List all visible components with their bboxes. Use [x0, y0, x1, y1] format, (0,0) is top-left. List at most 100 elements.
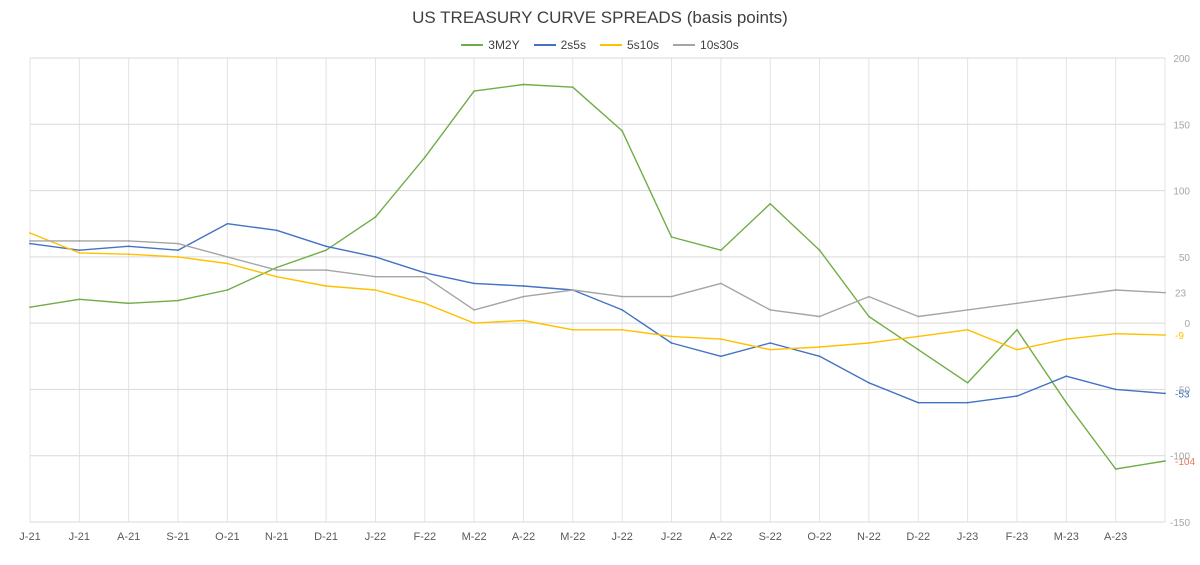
- data-point-3m2y: [473, 90, 476, 93]
- y-tick-label: 200: [1173, 54, 1190, 65]
- y-tick-label: 100: [1173, 187, 1190, 198]
- data-point-5s10s: [423, 302, 426, 305]
- data-point-5s10s: [621, 328, 624, 331]
- data-point-2s5s: [522, 285, 525, 287]
- data-point-3m2y: [1164, 460, 1166, 462]
- data-point-10s30s: [868, 295, 870, 298]
- x-tick-label: A-22: [512, 531, 535, 543]
- x-tick-label: D-22: [906, 531, 930, 543]
- x-tick-label: J-22: [365, 531, 386, 543]
- legend-swatch: [599, 44, 622, 46]
- data-point-5s10s: [966, 328, 969, 331]
- x-tick-label: F-22: [413, 531, 436, 543]
- data-point-3m2y: [818, 249, 821, 252]
- x-tick-label: O-21: [215, 531, 239, 543]
- legend-label: 2s5s: [560, 38, 586, 52]
- data-point-3m2y: [621, 130, 624, 132]
- series-line-10s30s: [30, 240, 1166, 318]
- data-point-3m2y: [670, 236, 673, 238]
- x-tick-label: S-22: [759, 531, 782, 543]
- x-tick-label: M-22: [560, 531, 585, 543]
- chart-legend: 3M2Y 2s5s 5s10s 10s30s: [0, 38, 1200, 52]
- data-point-10s30s: [1114, 289, 1117, 291]
- end-label-10s30s: 23: [1175, 289, 1187, 300]
- data-point-2s5s: [29, 242, 31, 245]
- data-point-10s30s: [226, 255, 229, 258]
- data-point-5s10s: [374, 289, 377, 291]
- chart-title: US TREASURY CURVE SPREADS (basis points): [412, 8, 788, 27]
- data-point-5s10s: [127, 253, 130, 256]
- x-tick-label: M-23: [1054, 531, 1079, 543]
- data-point-2s5s: [473, 282, 476, 285]
- legend-item-10s30s: 10s30s: [673, 38, 739, 52]
- data-point-2s5s: [325, 245, 327, 248]
- data-point-3m2y: [522, 83, 525, 86]
- data-point-5s10s: [1016, 348, 1018, 351]
- data-point-2s5s: [868, 381, 870, 384]
- data-point-5s10s: [29, 232, 31, 234]
- y-tick-label: 150: [1173, 120, 1190, 131]
- data-point-10s30s: [275, 269, 278, 272]
- series-line-5s10s: [29, 232, 1166, 351]
- x-tick-label: N-21: [265, 531, 289, 543]
- x-tick-label: A-23: [1104, 531, 1127, 543]
- data-point-5s10s: [670, 335, 673, 338]
- data-point-3m2y: [1065, 401, 1068, 404]
- data-point-5s10s: [1065, 338, 1068, 340]
- data-point-5s10s: [818, 346, 821, 348]
- data-point-3m2y: [868, 315, 870, 318]
- legend-swatch: [461, 44, 484, 46]
- data-point-3m2y: [226, 289, 229, 291]
- data-point-2s5s: [818, 355, 821, 358]
- data-point-10s30s: [670, 295, 673, 298]
- data-point-5s10s: [275, 275, 278, 278]
- data-point-3m2y: [917, 348, 920, 351]
- data-point-2s5s: [1114, 388, 1117, 391]
- data-point-3m2y: [571, 86, 574, 89]
- x-tick-label: J-21: [19, 531, 40, 543]
- data-point-3m2y: [769, 202, 772, 205]
- data-point-5s10s: [1164, 334, 1166, 336]
- legend-label: 3M2Y: [488, 38, 520, 52]
- data-point-10s30s: [423, 275, 426, 278]
- data-point-2s5s: [78, 249, 81, 252]
- data-point-10s30s: [621, 295, 624, 298]
- data-point-2s5s: [127, 245, 130, 248]
- legend-swatch: [673, 44, 696, 46]
- data-point-5s10s: [769, 348, 772, 351]
- data-point-3m2y: [966, 381, 969, 384]
- x-tick-label: F-23: [1006, 531, 1029, 543]
- data-point-2s5s: [1164, 392, 1166, 395]
- data-point-3m2y: [78, 298, 81, 301]
- x-tick-label: S-21: [166, 531, 189, 543]
- end-label-2s5s: -53: [1175, 389, 1190, 400]
- data-point-2s5s: [966, 401, 969, 404]
- x-tick-label: J-21: [69, 531, 90, 543]
- data-point-5s10s: [473, 322, 476, 325]
- x-tick-label: J-22: [661, 531, 682, 543]
- data-point-10s30s: [127, 240, 130, 242]
- data-point-3m2y: [1016, 328, 1018, 331]
- data-point-10s30s: [769, 308, 772, 311]
- legend-swatch: [533, 44, 556, 46]
- data-point-3m2y: [275, 266, 278, 269]
- data-point-5s10s: [719, 338, 722, 340]
- x-tick-label: J-22: [611, 531, 632, 543]
- x-tick-label: J-23: [957, 531, 978, 543]
- data-point-3m2y: [423, 156, 426, 159]
- y-tick-label: -100: [1170, 452, 1190, 463]
- x-tick-label: N-22: [857, 531, 881, 543]
- legend-item-2s5s: 2s5s: [533, 38, 586, 52]
- data-point-10s30s: [571, 289, 574, 291]
- data-point-10s30s: [473, 308, 476, 311]
- data-point-10s30s: [818, 315, 821, 318]
- data-point-5s10s: [571, 328, 574, 331]
- legend-item-5s10s: 5s10s: [599, 38, 659, 52]
- data-point-10s30s: [719, 282, 722, 285]
- y-tick-label: 0: [1184, 319, 1190, 330]
- data-point-3m2y: [177, 299, 179, 302]
- data-point-5s10s: [522, 319, 525, 322]
- series-line-3m2y: [29, 83, 1166, 470]
